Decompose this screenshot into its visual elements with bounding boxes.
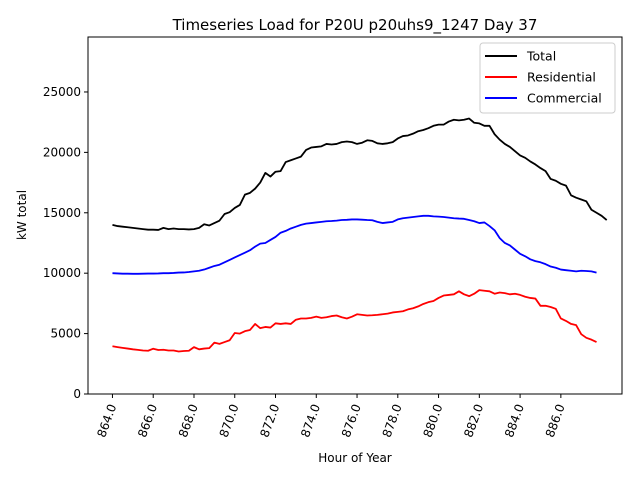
series-line-total [112, 117, 608, 231]
legend-label-residential: Residential [527, 70, 596, 85]
chart-title: Timeseries Load for P20U p20uhs9_1247 Da… [172, 16, 538, 35]
y-tick-label: 20000 [43, 145, 81, 159]
plot-frame [87, 36, 623, 395]
y-axis-label: kW total [15, 190, 29, 240]
legend-label-commercial: Commercial [527, 91, 602, 106]
y-axis: 0 5000 10000 15000 20000 25000 [43, 85, 88, 401]
legend-box [479, 42, 616, 114]
legend-label-total: Total [526, 49, 556, 64]
y-tick-label: 10000 [43, 266, 81, 280]
series-layer [112, 117, 608, 353]
x-axis-label: Hour of Year [318, 451, 392, 465]
y-tick-label: 15000 [43, 206, 81, 220]
legend: Total Residential Commercial [479, 42, 616, 114]
series-line-residential [112, 289, 597, 353]
y-tick-label: 25000 [43, 85, 81, 99]
series-line-commercial [112, 214, 597, 275]
y-tick-label: 0 [73, 387, 81, 401]
y-tick-label: 5000 [50, 327, 81, 341]
